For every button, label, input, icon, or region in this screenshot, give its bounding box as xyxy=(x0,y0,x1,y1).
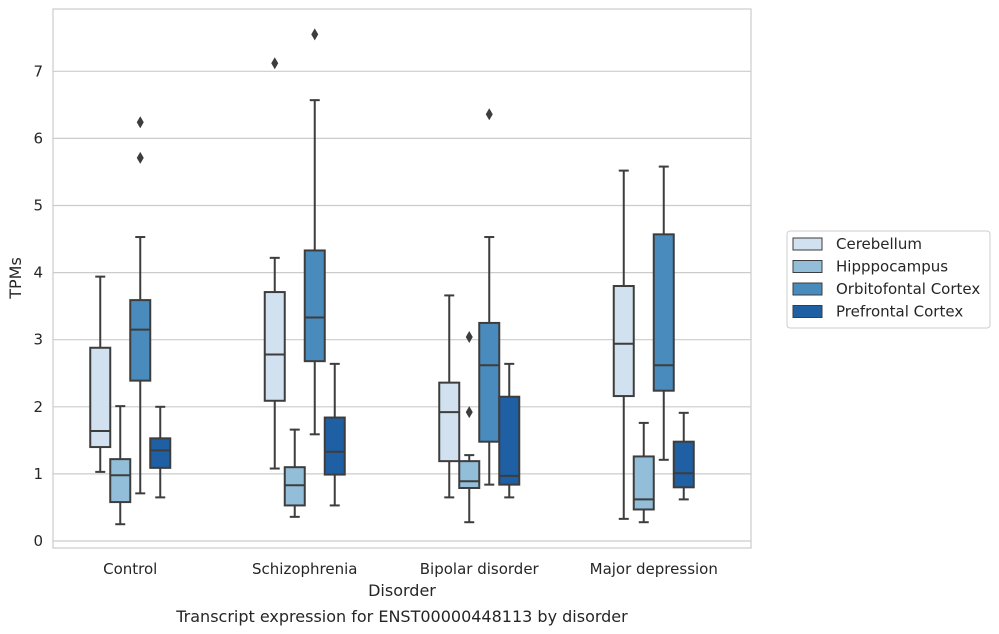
legend: Cerebellum Hipppocampus Orbitofontal Corte… xyxy=(786,230,991,329)
y-tick-label: 0 xyxy=(33,532,43,550)
box-iqr xyxy=(458,460,481,489)
box-iqr xyxy=(263,291,286,402)
legend-label: Cerebellum xyxy=(836,235,922,253)
box-0-1 xyxy=(109,405,132,526)
box-0-0 xyxy=(89,275,112,473)
y-tick-label: 6 xyxy=(33,129,43,147)
box-3-3 xyxy=(672,411,695,501)
y-tick-label: 7 xyxy=(33,62,43,80)
box-iqr xyxy=(129,299,152,382)
box-iqr xyxy=(89,346,112,449)
y-axis: 0 1 2 3 4 5 6 7 xyxy=(33,62,43,550)
box-iqr xyxy=(438,381,461,463)
box-1-2 xyxy=(303,28,326,436)
box-1-0 xyxy=(263,57,286,470)
box-iqr xyxy=(612,285,635,398)
box-iqr xyxy=(478,321,501,443)
y-tick-label: 5 xyxy=(33,197,43,215)
box-2-1 xyxy=(458,331,481,524)
legend-swatch xyxy=(792,237,823,251)
box-2-2 xyxy=(478,108,501,486)
x-tick-label: Major depression xyxy=(590,560,718,578)
legend-swatch xyxy=(792,305,823,318)
box-iqr xyxy=(149,437,172,469)
legend-label: Hipppocampus xyxy=(836,258,948,276)
y-tick-label: 1 xyxy=(33,465,43,483)
box-1-1 xyxy=(283,428,306,518)
box-iqr xyxy=(283,466,306,507)
box-3-2 xyxy=(652,165,675,461)
box-0-2 xyxy=(129,116,152,495)
chart-caption: Transcript expression for ENST0000044811… xyxy=(175,607,628,626)
y-tick-label: 4 xyxy=(33,264,43,282)
box-1-3 xyxy=(323,362,346,507)
box-3-0 xyxy=(612,169,635,520)
x-axis-title: Disorder xyxy=(368,581,436,600)
box-iqr xyxy=(323,416,346,476)
x-tick-label: Bipolar disorder xyxy=(420,560,540,578)
outlier-point xyxy=(271,57,279,70)
outlier-point xyxy=(311,28,319,41)
box-2-3 xyxy=(498,362,521,499)
x-tick-label: Schizophrenia xyxy=(252,560,357,578)
box-2-0 xyxy=(438,294,461,499)
outlier-point xyxy=(465,331,473,344)
y-tick-label: 3 xyxy=(33,331,43,349)
box-series xyxy=(89,28,695,526)
x-tick-label: Control xyxy=(103,560,157,578)
legend-frame xyxy=(786,230,991,329)
box-iqr xyxy=(303,249,326,363)
box-3-1 xyxy=(632,421,655,524)
outlier-point xyxy=(465,406,473,419)
y-axis-title: TPMs xyxy=(6,257,25,300)
outlier-point xyxy=(485,108,493,121)
box-iqr xyxy=(652,233,675,392)
legend-swatch xyxy=(792,282,823,296)
outlier-point xyxy=(136,116,144,129)
outlier-point xyxy=(136,151,144,164)
box-0-3 xyxy=(149,405,172,499)
legend-swatch xyxy=(792,260,823,273)
legend-label: Prefrontal Cortex xyxy=(836,303,963,321)
x-axis: Control Schizophrenia Bipolar disorder Majo… xyxy=(103,560,718,578)
box-iqr xyxy=(672,440,695,489)
legend-label: Orbitofontal Cortex xyxy=(836,280,980,298)
y-tick-label: 2 xyxy=(33,398,43,416)
box-iqr xyxy=(498,395,521,486)
box-iqr xyxy=(632,455,655,511)
box-iqr xyxy=(109,458,132,504)
